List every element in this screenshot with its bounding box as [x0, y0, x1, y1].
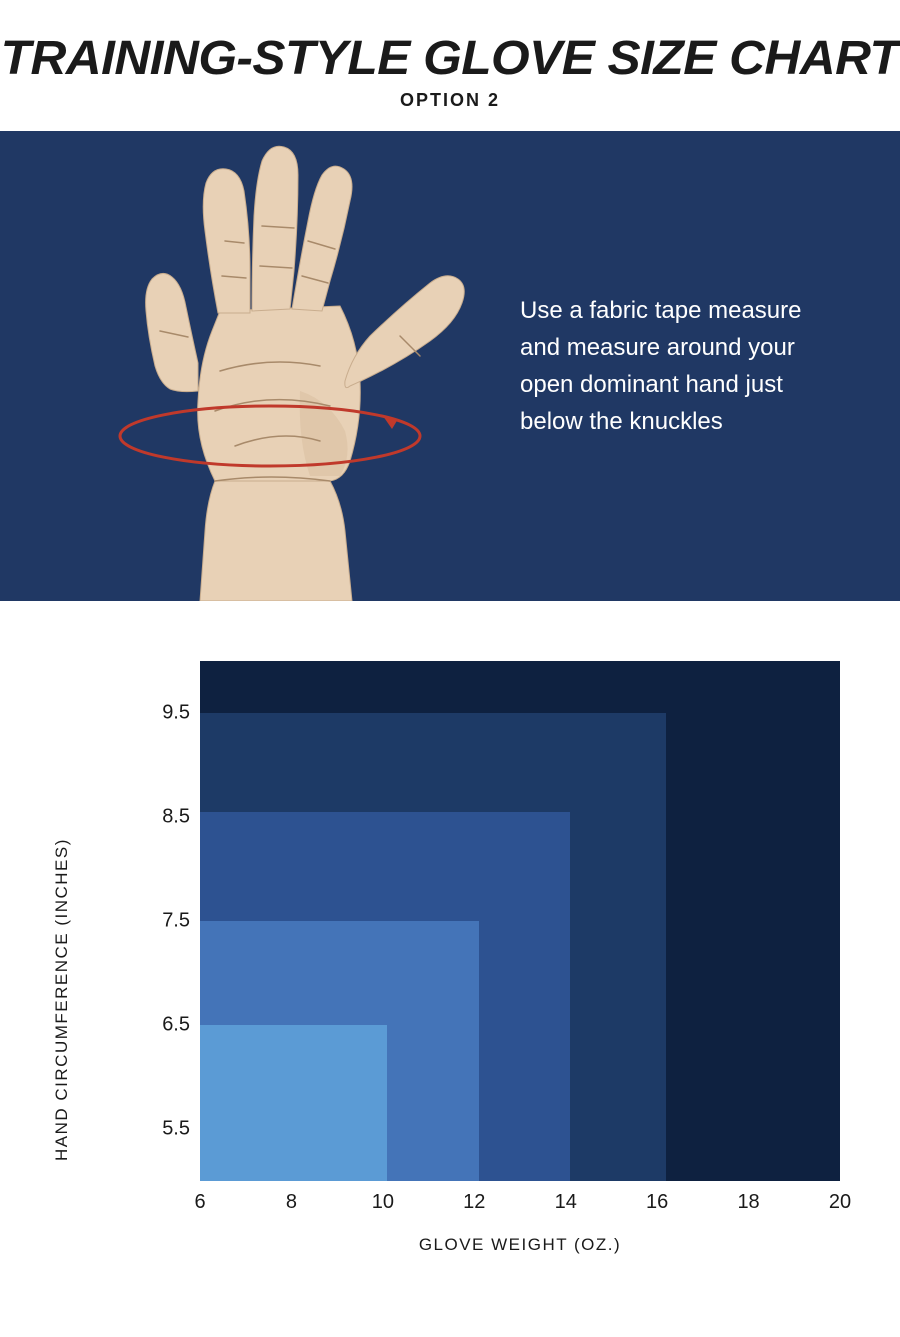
x-tick-label: 18: [737, 1191, 759, 1214]
header: TRAINING-STYLE GLOVE SIZE CHART OPTION 2: [0, 0, 900, 131]
x-tick-label: 8: [286, 1191, 297, 1214]
x-tick-label: 6: [194, 1191, 205, 1214]
hero-instruction-text: Use a fabric tape measure and measure ar…: [520, 292, 820, 441]
page-title: TRAINING-STYLE GLOVE SIZE CHART: [0, 29, 900, 86]
hero-panel: Use a fabric tape measure and measure ar…: [0, 131, 900, 601]
chart-container: HAND CIRCUMFERENCE (INCHES) 5.5 6.5 7.5 8.5…: [0, 601, 900, 1295]
chart-region: [200, 1025, 387, 1181]
y-tick-label: 9.5: [162, 702, 190, 725]
x-tick-label: 16: [646, 1191, 668, 1214]
x-axis-title: GLOVE WEIGHT (OZ.): [200, 1235, 840, 1255]
y-tick-label: 8.5: [162, 806, 190, 829]
x-tick-label: 12: [463, 1191, 485, 1214]
x-tick-label: 14: [555, 1191, 577, 1214]
y-tick-label: 5.5: [162, 1118, 190, 1141]
x-tick-label: 10: [372, 1191, 394, 1214]
y-tick-label: 6.5: [162, 1014, 190, 1037]
x-tick-label: 20: [829, 1191, 851, 1214]
chart-area: 5.56.57.58.59.568101214161820: [140, 661, 840, 1221]
chart-plot: [200, 661, 840, 1181]
page-subtitle: OPTION 2: [20, 90, 880, 111]
y-tick-label: 7.5: [162, 910, 190, 933]
y-axis-title: HAND CIRCUMFERENCE (INCHES): [52, 838, 72, 1161]
